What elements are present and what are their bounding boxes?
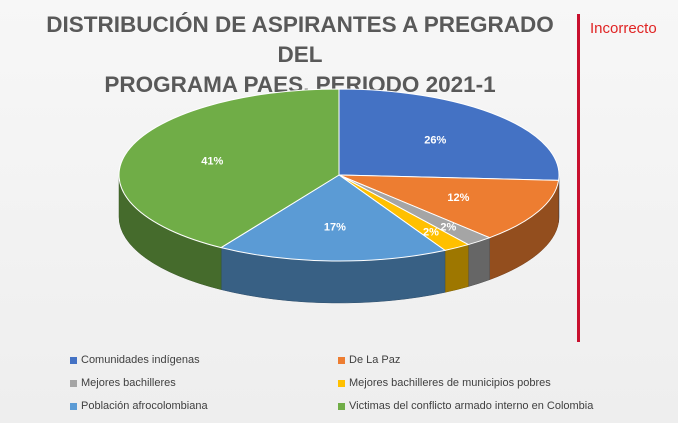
legend-swatch-1	[338, 356, 345, 364]
pie-slice-0	[338, 88, 560, 181]
legend-swatch-5	[338, 402, 345, 410]
pie-data-label-1: 12%	[447, 192, 469, 204]
chart-legend: Comunidades indígenas De La Paz Mejores ba…	[70, 346, 593, 422]
legend-item-5: Victimas del conflicto armado interno en…	[338, 400, 593, 412]
legend-item-3: Mejores bachilleres de municipios pobres	[338, 377, 551, 389]
pie-data-label-4: 17%	[324, 222, 346, 234]
legend-item-0: Comunidades indígenas	[70, 354, 200, 366]
legend-label-0: Comunidades indígenas	[81, 354, 200, 366]
chart-title-line-1: DISTRIBUCIÓN DE ASPIRANTES A PREGRADO DE…	[46, 12, 554, 67]
pie-slice-4	[219, 174, 447, 262]
legend-label-3: Mejores bachilleres de municipios pobres	[349, 377, 551, 389]
legend-label-1: De La Paz	[349, 354, 401, 366]
vertical-divider-line	[577, 14, 580, 342]
legend-swatch-2	[70, 379, 77, 387]
pie-side-wall-3	[444, 244, 469, 293]
pie-chart: 26% 12% 2%2% 17% 41%	[118, 88, 560, 304]
pie-data-label-3: 2%	[423, 227, 439, 239]
legend-label-4: Población afrocolombiana	[81, 400, 208, 412]
legend-swatch-0	[70, 356, 77, 364]
legend-swatch-4	[70, 402, 77, 410]
pie-data-label-2: 2%	[440, 222, 456, 234]
legend-label-5: Victimas del conflicto armado interno en…	[349, 400, 594, 412]
pie-side-wall-2	[468, 237, 490, 287]
incorrect-label: Incorrecto	[590, 20, 657, 37]
pie-data-label-5: 41%	[201, 156, 223, 168]
chart-title: DISTRIBUCIÓN DE ASPIRANTES A PREGRADO DE…	[30, 10, 570, 100]
legend-item-1: De La Paz	[338, 354, 400, 366]
pie-slice-5	[118, 88, 340, 249]
legend-item-4: Población afrocolombiana	[70, 400, 208, 412]
pie-data-labels: 26% 12% 2%2% 17% 41%	[201, 135, 469, 239]
legend-item-2: Mejores bachilleres	[70, 377, 176, 389]
pie-data-label-0: 26%	[424, 135, 446, 147]
legend-label-2: Mejores bachilleres	[81, 377, 176, 389]
pie-slice-1	[338, 174, 560, 239]
legend-swatch-3	[338, 379, 345, 387]
pie-top-faces	[118, 88, 560, 262]
